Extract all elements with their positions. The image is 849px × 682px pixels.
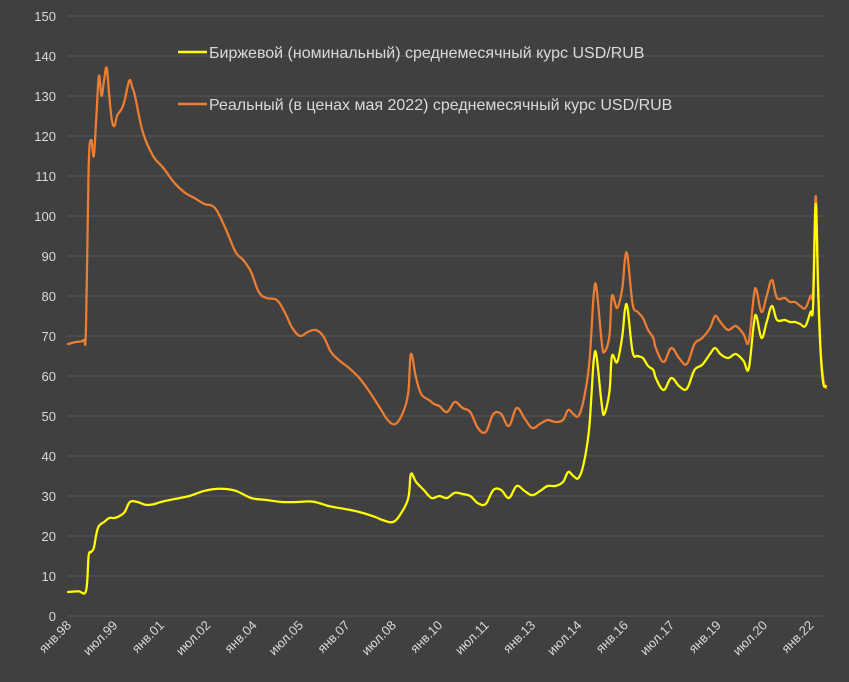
x-tick-label: янв.01 xyxy=(129,618,167,656)
y-tick-label: 140 xyxy=(34,49,56,64)
x-tick-label: янв.10 xyxy=(407,618,445,656)
x-tick-label: июл.14 xyxy=(544,618,585,659)
x-tick-label: янв.04 xyxy=(221,618,259,656)
series-line-real xyxy=(66,66,828,435)
y-tick-label: 10 xyxy=(42,569,56,584)
series-line-nominal xyxy=(66,202,828,595)
y-tick-label: 130 xyxy=(34,89,56,104)
x-tick-label: янв.16 xyxy=(593,618,631,656)
plot-area xyxy=(66,66,828,595)
x-tick-label: июл.99 xyxy=(80,618,121,659)
y-tick-label: 110 xyxy=(35,169,56,184)
legend-entry-nominal: Биржевой (номинальный) среднемесячный ку… xyxy=(178,45,644,62)
x-tick-label: янв.22 xyxy=(778,618,816,656)
x-tick-label: янв.19 xyxy=(686,618,724,656)
x-axis: янв.98 июл.99 янв.01 июл.02 янв.04 июл.05 янв.… xyxy=(36,618,817,659)
y-axis: 0 10 20 30 40 50 60 70 80 90 100 110 120 130 140 150 xyxy=(34,9,56,624)
y-tick-label: 80 xyxy=(42,289,56,304)
y-tick-label: 70 xyxy=(42,329,56,344)
grid-lines xyxy=(68,15,826,617)
x-tick-label: янв.13 xyxy=(500,618,538,656)
x-tick-label: июл.20 xyxy=(730,618,771,659)
y-tick-label: 20 xyxy=(42,529,56,544)
x-tick-label: янв.07 xyxy=(314,618,352,656)
x-tick-label: июл.05 xyxy=(266,618,307,659)
y-tick-label: 90 xyxy=(42,249,56,264)
y-tick-label: 120 xyxy=(34,129,56,144)
x-tick-label: июл.08 xyxy=(358,618,399,659)
legend-label-real: Реальный (в ценах мая 2022) среднемесячн… xyxy=(209,97,672,114)
x-tick-label: июл.11 xyxy=(452,618,492,658)
x-tick-label: июл.02 xyxy=(173,618,214,659)
y-tick-label: 40 xyxy=(42,449,56,464)
x-tick-label: июл.17 xyxy=(637,618,678,659)
legend-label-nominal: Биржевой (номинальный) среднемесячный ку… xyxy=(209,45,644,62)
legend-entry-real: Реальный (в ценах мая 2022) среднемесячн… xyxy=(178,97,672,114)
y-tick-label: 0 xyxy=(49,609,56,624)
y-tick-label: 100 xyxy=(34,209,56,224)
y-tick-label: 50 xyxy=(42,409,56,424)
y-tick-label: 150 xyxy=(34,9,56,24)
legend: Биржевой (номинальный) среднемесячный ку… xyxy=(178,45,672,114)
y-tick-label: 60 xyxy=(42,369,56,384)
y-tick-label: 30 xyxy=(42,489,56,504)
